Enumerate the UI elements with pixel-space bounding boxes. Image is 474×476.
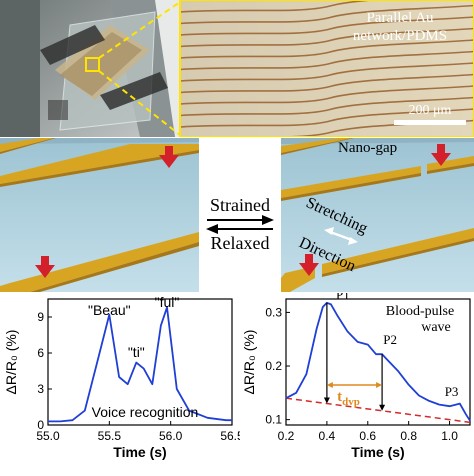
zoom-region-box bbox=[85, 57, 100, 72]
y-tick-label: 0.2 bbox=[265, 359, 282, 373]
series-line bbox=[48, 306, 232, 423]
x-tick-label: 0.6 bbox=[359, 429, 376, 443]
chart-annotation: Voice recognition bbox=[92, 404, 199, 420]
au-line bbox=[179, 50, 474, 71]
arrow-left-icon bbox=[326, 382, 333, 388]
au-line bbox=[179, 39, 474, 59]
au-line bbox=[179, 108, 474, 128]
schematic-figure: Nano-gap Strained Relaxed Stretching Dir… bbox=[0, 138, 474, 292]
y-tick-label: 9 bbox=[37, 310, 44, 324]
x-tick-label: 56.5 bbox=[220, 429, 240, 443]
au-line bbox=[179, 0, 383, 13]
peak-label: "ti" bbox=[128, 344, 145, 360]
double-arrow-icon bbox=[324, 227, 358, 245]
y-tick-label: 0.1 bbox=[265, 413, 282, 427]
y-axis-label: ΔR/R₀ (%) bbox=[241, 330, 257, 395]
x-axis-label: Time (s) bbox=[351, 444, 404, 460]
nanogap-label: Nano-gap bbox=[338, 140, 397, 156]
peak-label: "ful" bbox=[155, 294, 180, 310]
arrow-right-icon bbox=[207, 215, 274, 225]
x-tick-label: 0.4 bbox=[319, 429, 336, 443]
x-tick-label: 55.0 bbox=[36, 429, 60, 443]
peak-label: "Beau" bbox=[88, 302, 131, 318]
plot-frame bbox=[47, 298, 233, 426]
series-line bbox=[285, 301, 471, 422]
y-tick-label: 3 bbox=[37, 382, 44, 396]
arrow-left-icon bbox=[206, 224, 273, 234]
au-line bbox=[179, 4, 474, 25]
relaxed-schematic bbox=[0, 138, 199, 292]
y-tick-label: 6 bbox=[37, 346, 44, 360]
pulse-chart: 0.2 0.4 0.6 0.8 1.0 0.1 0.2 0.3 Time (s) ΔR/R₀ (%… bbox=[240, 293, 474, 476]
au-line bbox=[179, 85, 474, 105]
y-tick-label: 0 bbox=[37, 418, 44, 432]
x-tick-label: 0.8 bbox=[400, 429, 417, 443]
peak-label: P2 bbox=[383, 332, 397, 347]
chart-annotation-line2: wave bbox=[421, 320, 451, 335]
peak-label: P1 bbox=[336, 293, 350, 302]
strained-label: Strained bbox=[210, 195, 270, 215]
micrograph-label-line1: Parallel Au bbox=[366, 10, 434, 26]
x-tick-label: 56.0 bbox=[159, 429, 183, 443]
relaxed-label: Relaxed bbox=[211, 233, 270, 253]
x-tick-label: 0.2 bbox=[278, 429, 295, 443]
chart-annotation-line1: Blood-pulse bbox=[386, 304, 454, 319]
arrow-down-icon bbox=[159, 146, 179, 168]
device-photo bbox=[0, 0, 181, 137]
au-line bbox=[179, 73, 474, 94]
arrow-down-icon bbox=[35, 256, 55, 278]
tdvp-subscript: dvp bbox=[342, 396, 360, 408]
au-line bbox=[179, 62, 474, 82]
arrow-down-icon bbox=[323, 397, 330, 404]
arrow-right-icon bbox=[376, 382, 383, 388]
au-line bbox=[179, 96, 474, 117]
x-tick-label: 55.5 bbox=[98, 429, 122, 443]
arrow-down-icon bbox=[299, 254, 319, 276]
scalebar bbox=[394, 120, 466, 125]
au-line bbox=[179, 27, 474, 48]
arrow-down-icon bbox=[431, 144, 451, 166]
voice-chart: 55.0 55.5 56.0 56.5 0 3 6 9 Time (s) ΔR/R₀ (%) "Be… bbox=[0, 293, 240, 476]
y-axis-label: ΔR/R₀ (%) bbox=[3, 330, 19, 395]
peak-label: P3 bbox=[445, 384, 459, 399]
baseline-line bbox=[285, 397, 471, 424]
x-axis-label: Time (s) bbox=[113, 444, 166, 460]
scalebar-text: 200 μm bbox=[409, 103, 452, 118]
arrow-down-icon bbox=[379, 404, 386, 411]
plot-frame bbox=[285, 298, 471, 426]
top-figure: Parallel Au network/PDMS 200 μm bbox=[0, 0, 474, 137]
micrograph-image bbox=[179, 0, 474, 137]
au-line bbox=[179, 16, 474, 36]
x-tick-label: 1.0 bbox=[441, 429, 458, 443]
y-tick-label: 0.3 bbox=[265, 305, 282, 319]
micrograph-label-line2: network/PDMS bbox=[353, 28, 447, 44]
